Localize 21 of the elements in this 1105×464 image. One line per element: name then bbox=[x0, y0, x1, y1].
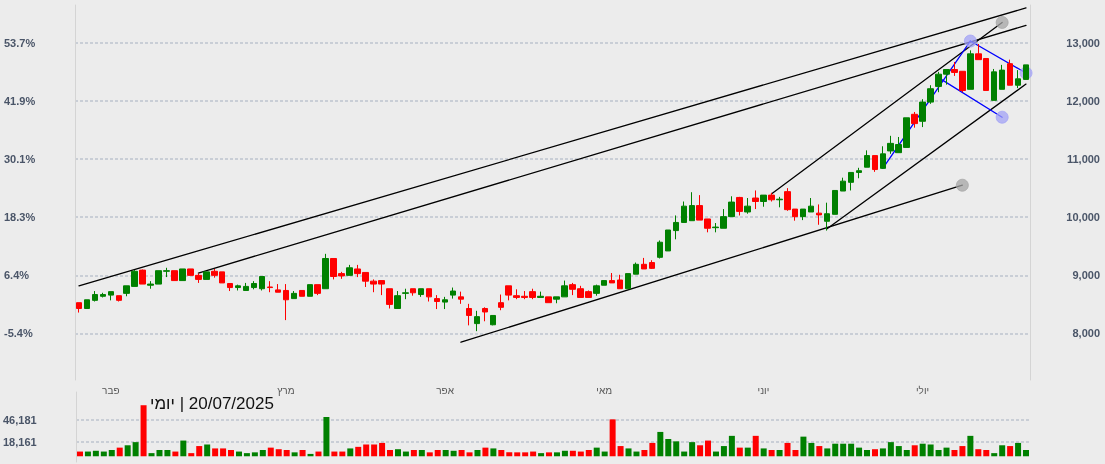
y2-tick-label: -5.4% bbox=[4, 327, 33, 340]
y-tick-label: 13,000 bbox=[1066, 36, 1100, 49]
y-tick-label: 8,000 bbox=[1072, 327, 1100, 340]
y2-tick-label: 53.7% bbox=[4, 36, 36, 49]
y-tick-label: 46,181 bbox=[3, 414, 37, 427]
annotation: 20/07/2025 | יומי bbox=[150, 394, 274, 413]
x-tick-label: יולי bbox=[916, 384, 930, 396]
y-tick-label: 9,000 bbox=[1072, 269, 1100, 282]
x-tick-label: אפר bbox=[436, 384, 455, 396]
y-tick-label: 11,000 bbox=[1066, 153, 1100, 166]
y-tick-label: 18,161 bbox=[3, 436, 37, 449]
x-tick-label: יוני bbox=[757, 384, 770, 396]
y2-tick-label: 41.9% bbox=[4, 94, 36, 107]
y2-tick-label: 18.3% bbox=[4, 210, 36, 223]
y-tick-label: 12,000 bbox=[1066, 94, 1100, 107]
y2-tick-label: 6.4% bbox=[4, 269, 30, 282]
y-tick-label: 10,000 bbox=[1066, 211, 1100, 224]
y2-tick-label: 30.1% bbox=[4, 152, 36, 165]
x-tick-label: פבר bbox=[102, 384, 120, 396]
x-tick-label: מרץ bbox=[277, 384, 295, 396]
x-tick-label: מאי bbox=[596, 384, 613, 396]
